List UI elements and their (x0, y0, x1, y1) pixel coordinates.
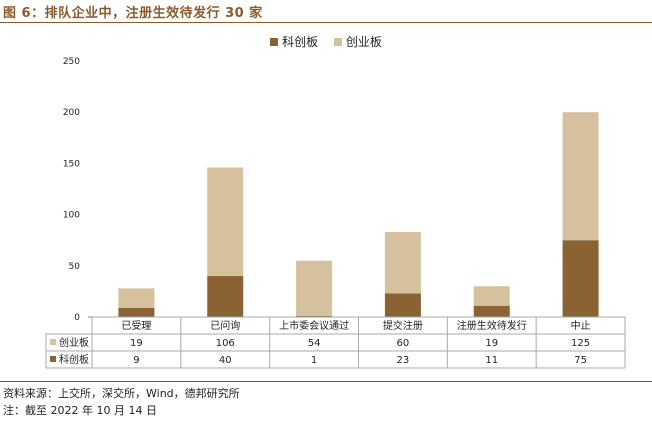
table-label-kechuang: 科创板 (59, 353, 89, 366)
source-note: 资料来源：上交所，深交所，Wind，德邦研究所 (3, 387, 240, 400)
legend-swatch-chuangye (333, 37, 342, 46)
bar-kechuang (207, 276, 244, 317)
x-category-label: 提交注册 (383, 319, 423, 332)
table-cell-value: 75 (574, 355, 587, 366)
x-category-label: 已问询 (210, 319, 240, 332)
x-category-label: 中止 (571, 319, 591, 332)
bar-kechuang (296, 315, 333, 317)
title-divider (0, 22, 652, 23)
stacked-bar-chart: 0 50 100 150 200 250 已受理 已问询 上市委会议通过 提交注册 注册生效待发行 中… (45, 57, 626, 369)
x-category-label: 已受理 (121, 320, 151, 332)
x-category-label: 注册生效待发行 (457, 319, 527, 332)
bar-chuangye (118, 288, 155, 308)
figure-title: 图 6：排队企业中，注册生效待发行 30 家 (3, 6, 263, 21)
bar-chuangye (562, 112, 599, 241)
table-cell-value: 23 (397, 355, 410, 366)
chart-legend: 科创板 创业板 (0, 33, 652, 50)
table-cell-value: 125 (571, 338, 590, 349)
bar-chuangye (473, 286, 510, 306)
bar-kechuang (118, 307, 155, 317)
legend-item-kechuang: 科创板 (270, 33, 318, 50)
bar-chuangye (296, 260, 333, 316)
table-cell-value: 54 (308, 338, 321, 349)
y-tick-label: 0 (74, 313, 80, 323)
table-label-chuangye: 创业板 (59, 336, 89, 349)
date-note: 注：截至 2022 年 10 月 14 日 (3, 404, 157, 417)
table-cell-value: 11 (485, 355, 498, 366)
legend-item-chuangye: 创业板 (333, 33, 382, 50)
bar-chuangye (384, 232, 421, 294)
y-tick-label: 150 (63, 159, 80, 169)
bar-kechuang (562, 240, 599, 317)
y-tick-label: 200 (63, 108, 80, 118)
table-cell-value: 9 (133, 355, 139, 366)
legend-label-kechuang: 科创板 (282, 35, 319, 49)
y-tick-label: 250 (63, 57, 80, 67)
x-category-label: 上市委会议通过 (279, 319, 349, 332)
table-swatch-chuangye (50, 339, 56, 345)
table-cell-value: 60 (397, 338, 410, 349)
footer-divider (0, 381, 652, 382)
bar-kechuang (384, 293, 421, 317)
legend-swatch-kechuang (270, 37, 279, 46)
table-swatch-kechuang (50, 356, 56, 362)
y-tick-label: 100 (63, 211, 80, 221)
table-cell-value: 40 (219, 355, 232, 366)
bar-chuangye (207, 167, 244, 277)
table-cell-value: 19 (130, 338, 143, 349)
bar-kechuang (473, 305, 510, 317)
table-cell-value: 1 (311, 355, 317, 366)
table-cell-value: 106 (216, 338, 235, 349)
legend-label-chuangye: 创业板 (345, 35, 382, 49)
table-cell-value: 19 (485, 338, 498, 349)
y-tick-label: 50 (69, 262, 81, 272)
